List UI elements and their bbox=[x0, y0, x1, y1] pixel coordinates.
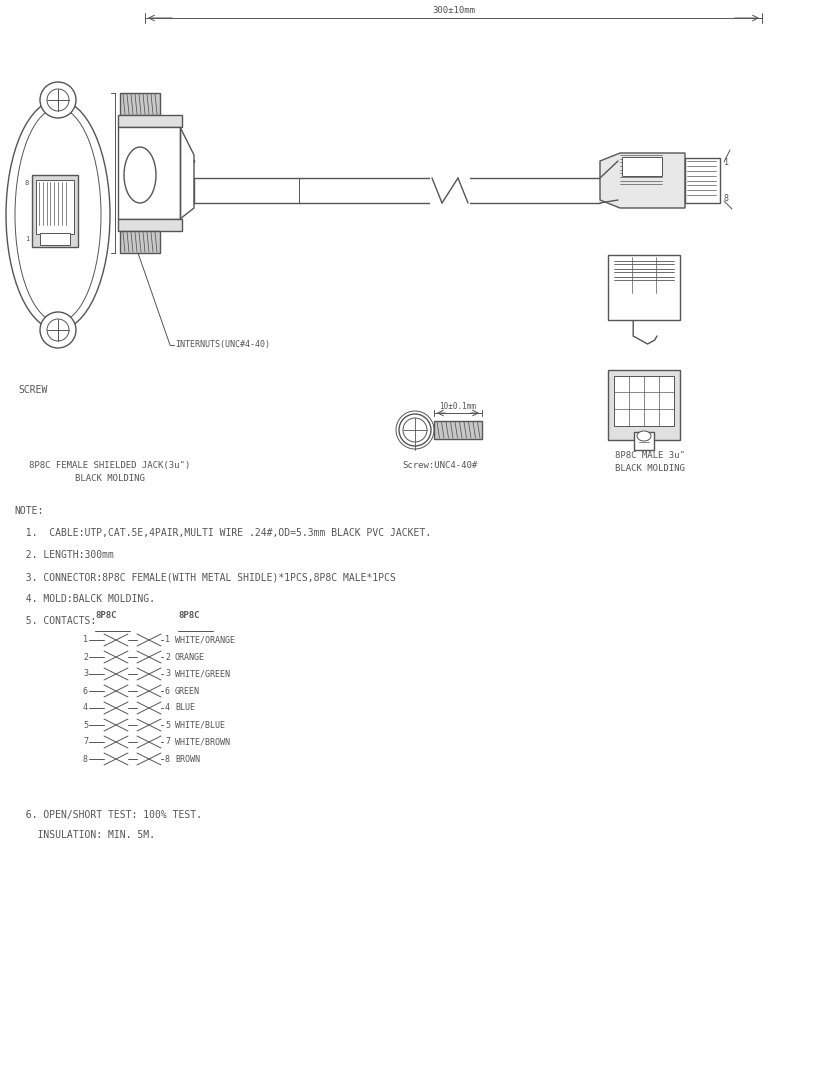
Text: 2. LENGTH:300mm: 2. LENGTH:300mm bbox=[14, 550, 114, 560]
Text: 3: 3 bbox=[165, 670, 170, 678]
Bar bbox=[118, 219, 182, 231]
Text: 4. MOLD:BALCK MOLDING.: 4. MOLD:BALCK MOLDING. bbox=[14, 594, 155, 604]
Text: 5: 5 bbox=[83, 721, 88, 729]
Ellipse shape bbox=[6, 100, 110, 330]
Ellipse shape bbox=[124, 147, 155, 203]
Text: WHITE/BLUE: WHITE/BLUE bbox=[174, 721, 225, 729]
Text: 6: 6 bbox=[165, 687, 170, 695]
Text: 8: 8 bbox=[165, 754, 170, 764]
Text: 1.  CABLE:UTP,CAT.5E,4PAIR,MULTI WIRE .24#,OD=5.3mm BLACK PVC JACKET.: 1. CABLE:UTP,CAT.5E,4PAIR,MULTI WIRE .24… bbox=[14, 528, 431, 538]
Text: 8: 8 bbox=[25, 180, 29, 186]
Text: 8P8C: 8P8C bbox=[178, 611, 199, 621]
Text: 8P8C: 8P8C bbox=[95, 611, 117, 621]
Bar bbox=[614, 376, 673, 426]
Text: ORANGE: ORANGE bbox=[174, 653, 205, 661]
Text: 5. CONTACTS:: 5. CONTACTS: bbox=[14, 616, 96, 626]
Text: 4: 4 bbox=[165, 704, 170, 712]
Bar bbox=[40, 233, 70, 245]
Text: 8: 8 bbox=[83, 754, 88, 764]
Text: GREEN: GREEN bbox=[174, 687, 200, 695]
Bar bbox=[120, 93, 160, 115]
Polygon shape bbox=[600, 153, 684, 208]
Text: BROWN: BROWN bbox=[174, 754, 200, 764]
Text: 8P8C FEMALE SHIELDED JACK(3u"): 8P8C FEMALE SHIELDED JACK(3u") bbox=[29, 461, 190, 470]
Text: 7: 7 bbox=[165, 738, 170, 747]
Text: BLUE: BLUE bbox=[174, 704, 195, 712]
Bar bbox=[120, 231, 160, 253]
Text: 1: 1 bbox=[723, 158, 728, 167]
Text: WHITE/ORANGE: WHITE/ORANGE bbox=[174, 635, 235, 644]
Text: SCREW: SCREW bbox=[18, 384, 47, 395]
Bar bbox=[36, 180, 74, 234]
Bar bbox=[32, 175, 78, 247]
Text: WHITE/GREEN: WHITE/GREEN bbox=[174, 670, 230, 678]
Bar bbox=[684, 158, 719, 203]
Text: 6. OPEN/SHORT TEST: 100% TEST.: 6. OPEN/SHORT TEST: 100% TEST. bbox=[14, 810, 202, 820]
Bar bbox=[118, 115, 182, 127]
Bar bbox=[607, 255, 679, 320]
Text: 300±10mm: 300±10mm bbox=[432, 6, 475, 15]
Bar bbox=[429, 176, 470, 205]
Text: 8: 8 bbox=[723, 194, 728, 203]
Text: INTERNUTS(UNC#4-40): INTERNUTS(UNC#4-40) bbox=[174, 341, 270, 349]
Circle shape bbox=[40, 82, 76, 117]
Bar bbox=[607, 370, 679, 440]
Text: 3: 3 bbox=[83, 670, 88, 678]
Text: 7: 7 bbox=[83, 738, 88, 747]
Circle shape bbox=[40, 312, 76, 348]
Text: 10±0.1mm: 10±0.1mm bbox=[439, 402, 476, 411]
Text: BLACK MOLDING: BLACK MOLDING bbox=[75, 474, 145, 483]
Text: 8P8C MALE 3u": 8P8C MALE 3u" bbox=[614, 451, 684, 460]
Text: 1: 1 bbox=[165, 635, 170, 644]
Text: Screw:UNC4-40#: Screw:UNC4-40# bbox=[402, 461, 477, 470]
Bar bbox=[621, 157, 662, 176]
Bar bbox=[118, 127, 179, 219]
Text: BLACK MOLDING: BLACK MOLDING bbox=[614, 464, 684, 473]
Ellipse shape bbox=[636, 431, 650, 441]
Text: 1: 1 bbox=[83, 635, 88, 644]
Text: 6: 6 bbox=[83, 687, 88, 695]
Text: 2: 2 bbox=[83, 653, 88, 661]
Text: 4: 4 bbox=[83, 704, 88, 712]
Text: 1: 1 bbox=[25, 236, 29, 242]
Text: INSULATION: MIN. 5M.: INSULATION: MIN. 5M. bbox=[14, 830, 155, 841]
Circle shape bbox=[399, 414, 431, 446]
Text: WHITE/BROWN: WHITE/BROWN bbox=[174, 738, 230, 747]
Bar bbox=[433, 421, 481, 439]
Text: 2: 2 bbox=[165, 653, 170, 661]
Text: NOTE:: NOTE: bbox=[14, 506, 43, 516]
Bar bbox=[633, 431, 653, 450]
Text: 3. CONNECTOR:8P8C FEMALE(WITH METAL SHIDLE)*1PCS,8P8C MALE*1PCS: 3. CONNECTOR:8P8C FEMALE(WITH METAL SHID… bbox=[14, 572, 395, 582]
Text: 5: 5 bbox=[165, 721, 170, 729]
